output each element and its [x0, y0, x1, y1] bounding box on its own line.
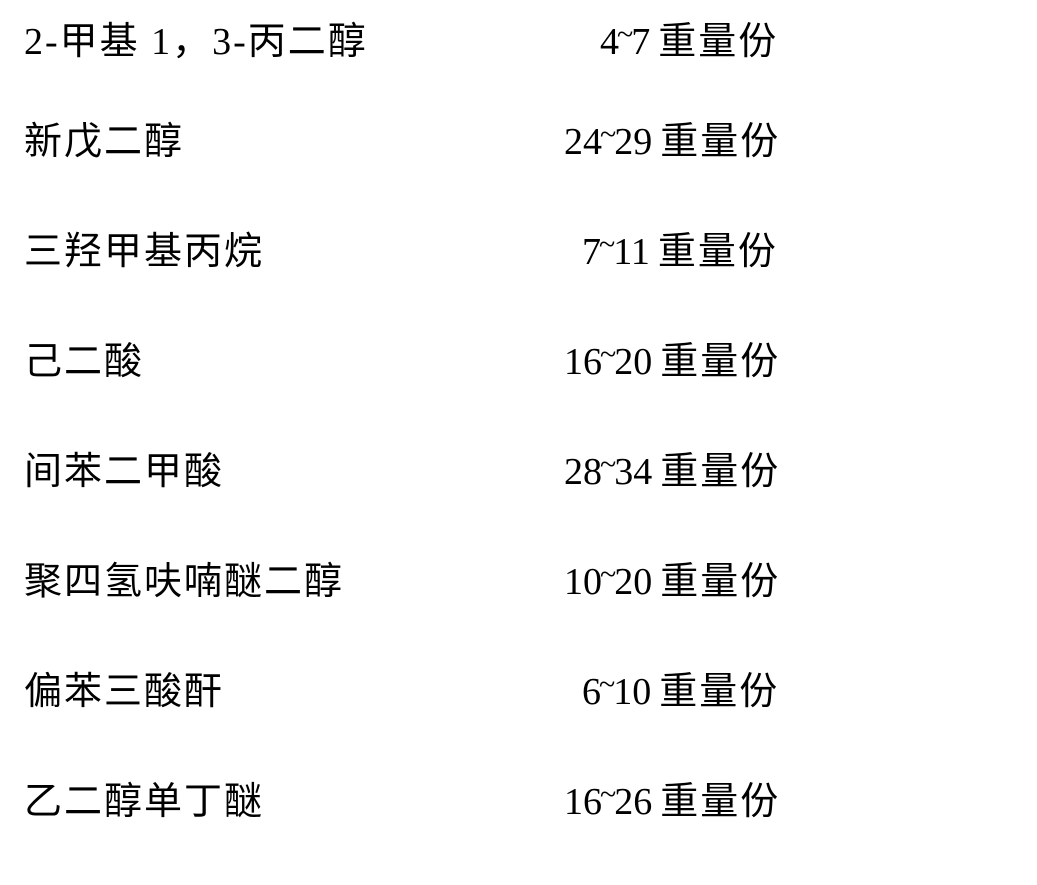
tilde-separator: ~	[599, 228, 615, 262]
compound-name: 三羟甲基丙烷	[24, 220, 564, 275]
range-low: 16	[564, 340, 602, 384]
unit-label: 重量份	[660, 770, 780, 825]
amount-range: 24~29	[564, 120, 652, 164]
table-row: 聚四氢呋喃醚二醇10~20重量份	[0, 550, 1037, 660]
amount-range: 16~26	[564, 780, 652, 824]
range-high: 20	[614, 560, 652, 604]
range-low: 24	[564, 120, 602, 164]
amount-range: 28~34	[564, 450, 652, 494]
compound-name: 新戊二醇	[24, 110, 564, 165]
tilde-separator: ~	[600, 118, 616, 152]
amount-range: 7~11	[582, 230, 650, 274]
range-high: 29	[614, 120, 652, 164]
range-high: 20	[614, 340, 652, 384]
unit-label: 重量份	[660, 110, 780, 165]
range-high: 7	[631, 20, 650, 64]
table-row: 己二酸16~20重量份	[0, 330, 1037, 440]
table-row: 三羟甲基丙烷7~11重量份	[0, 220, 1037, 330]
tilde-separator: ~	[600, 448, 616, 482]
amount-cell: 28~34重量份	[564, 440, 844, 495]
unit-label: 重量份	[660, 550, 780, 605]
compound-name: 聚四氢呋喃醚二醇	[24, 550, 564, 605]
table-row: 乙二醇单丁醚16~26重量份	[0, 770, 1037, 880]
amount-cell: 16~26重量份	[564, 770, 844, 825]
table-row: 新戊二醇24~29重量份	[0, 110, 1037, 220]
amount-range: 4~7	[600, 20, 650, 64]
amount-cell: 16~20重量份	[564, 330, 844, 385]
tilde-separator: ~	[600, 558, 616, 592]
tilde-separator: ~	[600, 338, 616, 372]
range-high: 34	[614, 450, 652, 494]
amount-range: 16~20	[564, 340, 652, 384]
table-row: 间苯二甲酸28~34重量份	[0, 440, 1037, 550]
composition-table: 2-甲基 1，3-丙二醇4~7重量份新戊二醇24~29重量份三羟甲基丙烷7~11…	[0, 0, 1037, 885]
range-high: 11	[613, 230, 650, 274]
tilde-separator: ~	[599, 668, 615, 702]
compound-name: 乙二醇单丁醚	[24, 770, 564, 825]
amount-cell: 10~20重量份	[564, 550, 844, 605]
tilde-separator: ~	[617, 18, 633, 52]
range-low: 16	[564, 780, 602, 824]
amount-range: 10~20	[564, 560, 652, 604]
amount-cell: 24~29重量份	[564, 110, 844, 165]
range-high: 10	[613, 670, 651, 714]
compound-name: 间苯二甲酸	[24, 440, 564, 495]
amount-cell: 6~10重量份	[564, 660, 862, 715]
table-row: 偏苯三酸酐6~10重量份	[0, 660, 1037, 770]
table-row: 2-甲基 1，3-丙二醇4~7重量份	[0, 10, 1037, 110]
compound-name: 2-甲基 1，3-丙二醇	[24, 10, 564, 65]
unit-label: 重量份	[658, 10, 778, 65]
compound-name: 偏苯三酸酐	[24, 660, 564, 715]
amount-cell: 4~7重量份	[564, 10, 880, 65]
amount-cell: 7~11重量份	[564, 220, 862, 275]
compound-name: 己二酸	[24, 330, 564, 385]
tilde-separator: ~	[600, 778, 616, 812]
unit-label: 重量份	[658, 220, 778, 275]
range-low: 28	[564, 450, 602, 494]
unit-label: 重量份	[660, 440, 780, 495]
range-high: 26	[614, 780, 652, 824]
unit-label: 重量份	[659, 660, 779, 715]
unit-label: 重量份	[660, 330, 780, 385]
amount-range: 6~10	[582, 670, 651, 714]
range-low: 10	[564, 560, 602, 604]
